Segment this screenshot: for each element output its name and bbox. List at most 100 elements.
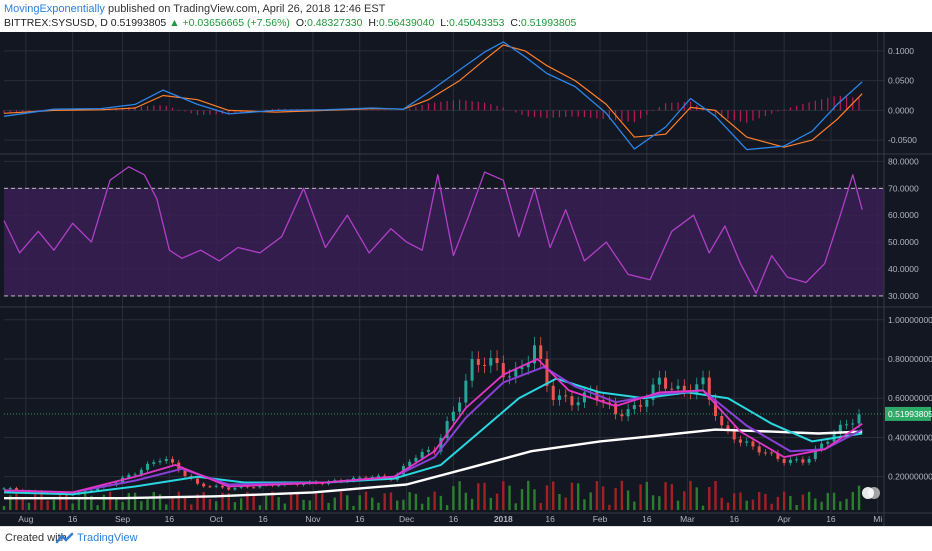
candle-body [252, 487, 256, 489]
candle-body [501, 363, 505, 378]
volume-bar [202, 491, 205, 510]
candle-body [820, 443, 824, 449]
volume-bar [352, 505, 355, 510]
volume-bar [832, 492, 836, 510]
volume-bar [658, 496, 661, 510]
volume-bar [533, 489, 536, 510]
candle-body [545, 358, 549, 386]
y-tick-label: 80.0000 [888, 156, 919, 166]
volume-bar [695, 487, 698, 510]
volume-bar [420, 503, 424, 510]
candle-body [133, 474, 137, 476]
candle-body [564, 395, 568, 397]
candle-body [676, 385, 680, 389]
volume-bar [239, 498, 243, 510]
volume-bar [789, 495, 792, 510]
volume-bar [726, 502, 730, 510]
candle-body [551, 385, 555, 400]
volume-bar [527, 480, 530, 510]
volume-bar [801, 494, 805, 510]
x-tick-label: Dec [399, 514, 415, 524]
volume-bar [414, 493, 418, 510]
volume-bar [90, 495, 93, 510]
volume-bar [165, 504, 168, 510]
volume-bar [745, 500, 748, 510]
volume-bar [395, 500, 399, 510]
candle-body [139, 469, 143, 475]
candle-body [807, 459, 811, 463]
macd-pane[interactable] [3, 41, 863, 151]
volume-bar [15, 491, 18, 510]
volume-bar [177, 491, 180, 510]
x-tick-label: 16 [642, 514, 652, 524]
volume-bar [483, 482, 486, 510]
candle-body [183, 470, 187, 476]
candle-body [8, 488, 12, 490]
price-pane[interactable] [2, 336, 885, 510]
candle-body [582, 392, 586, 403]
volume-bar [601, 486, 605, 510]
candle-body [813, 448, 817, 460]
tradingview-brand-link[interactable]: TradingView [77, 532, 138, 544]
volume-bar [271, 491, 274, 510]
candle-body [607, 402, 611, 404]
volume-bar [140, 501, 143, 510]
volume-bar [720, 497, 723, 510]
x-tick-label: Sep [115, 514, 130, 524]
volume-bar [576, 483, 580, 510]
candle-body [408, 461, 412, 467]
y-tick-label: 0.0500 [888, 76, 914, 86]
candle-body [489, 358, 493, 366]
candle-body [233, 487, 237, 490]
close-label: C: [510, 17, 521, 29]
volume-bar [589, 492, 592, 510]
candle-body [651, 384, 655, 400]
candle-body [539, 345, 543, 359]
candle-body [532, 345, 536, 364]
candle-body [214, 485, 218, 487]
candle-body [732, 430, 736, 440]
volume-bar [40, 492, 43, 510]
chart-header: MovingExponentially published on Trading… [0, 0, 932, 32]
candle-body [695, 384, 699, 394]
x-tick-label: 16 [729, 514, 739, 524]
volume-bar [701, 505, 705, 510]
candle-body [576, 402, 580, 406]
volume-bar [158, 494, 162, 510]
candle-body [514, 369, 518, 377]
volume-bar [277, 497, 280, 510]
low-value: 0.45043353 [449, 17, 505, 29]
volume-bar [664, 482, 667, 510]
volume-bar [208, 499, 212, 510]
price-scale-area [884, 32, 932, 526]
chart-canvas[interactable]: 0.1000 0.0500 0.0000 -0.0500 80.0000 70.0000 6… [0, 32, 932, 526]
rsi-pane[interactable] [3, 166, 884, 297]
candle-body [96, 487, 100, 491]
volume-bar [264, 495, 268, 510]
candle-body [495, 358, 499, 364]
volume-bar [402, 499, 405, 510]
candle-body [483, 364, 487, 366]
moving-average-ema-slow [4, 428, 863, 500]
volume-bar [508, 485, 511, 510]
y-tick-label: 0.60000000 [888, 393, 932, 403]
volume-bar [333, 497, 336, 510]
volume-bar [21, 497, 24, 510]
volume-bar [683, 491, 686, 510]
candle-body [426, 449, 430, 452]
candle-body [664, 377, 668, 389]
candle-body [439, 438, 443, 452]
volume-bar [452, 486, 455, 510]
y-tick-label: 0.0000 [888, 105, 914, 115]
candle-body [626, 409, 630, 417]
volume-bar [427, 496, 430, 510]
candle-body [146, 463, 150, 470]
volume-bar [514, 503, 517, 510]
author-link[interactable]: MovingExponentially [4, 3, 105, 15]
volume-bar [708, 487, 711, 510]
volume-bar [477, 483, 480, 510]
candle-body [451, 411, 455, 422]
candle-body [788, 459, 792, 463]
created-with-label: Created with [5, 532, 67, 544]
candle-body [707, 377, 711, 400]
